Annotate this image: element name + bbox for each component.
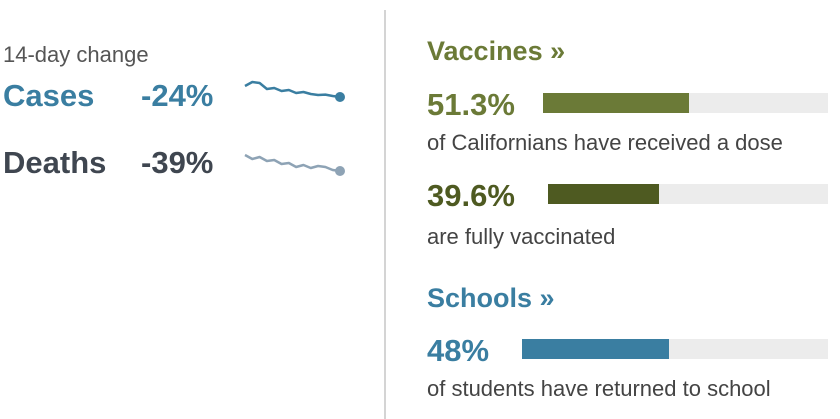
first-dose-bar [543, 93, 828, 113]
sparkline-end-dot [335, 166, 345, 176]
stats-panel: Vaccines » 51.3% of Californians have re… [427, 0, 840, 419]
fully-vaccinated-bar [548, 184, 828, 204]
first-dose-caption: of Californians have received a dose [427, 130, 783, 155]
deaths-change: -39% [141, 145, 214, 180]
first-dose-bar-fill [543, 93, 690, 113]
cases-change: -24% [141, 78, 214, 113]
schools-returned-value: 48% [427, 333, 490, 368]
first-dose-value: 51.3% [427, 87, 515, 122]
sparkline-end-dot [335, 92, 345, 102]
cases-sparkline [244, 80, 345, 102]
fully-vaccinated-bar-fill [548, 184, 659, 204]
deaths-label: Deaths [3, 145, 107, 180]
schools-returned-caption: of students have returned to school [427, 376, 771, 401]
change-period-label: 14-day change [3, 42, 149, 67]
cases-label: Cases [3, 78, 95, 113]
deaths-sparkline [244, 153, 345, 176]
fully-vaccinated-caption: are fully vaccinated [427, 224, 616, 249]
sparkline-path [244, 153, 341, 173]
schools-returned-bar-fill [522, 339, 669, 359]
schools-returned-bar [522, 339, 828, 359]
sparkline-path [244, 80, 341, 99]
trend-panel: 14-day change Cases -24% Deaths -39% [0, 0, 380, 419]
schools-link[interactable]: Schools » [427, 283, 555, 313]
vaccines-link[interactable]: Vaccines » [427, 36, 566, 66]
divider [384, 10, 386, 419]
fully-vaccinated-value: 39.6% [427, 178, 515, 213]
